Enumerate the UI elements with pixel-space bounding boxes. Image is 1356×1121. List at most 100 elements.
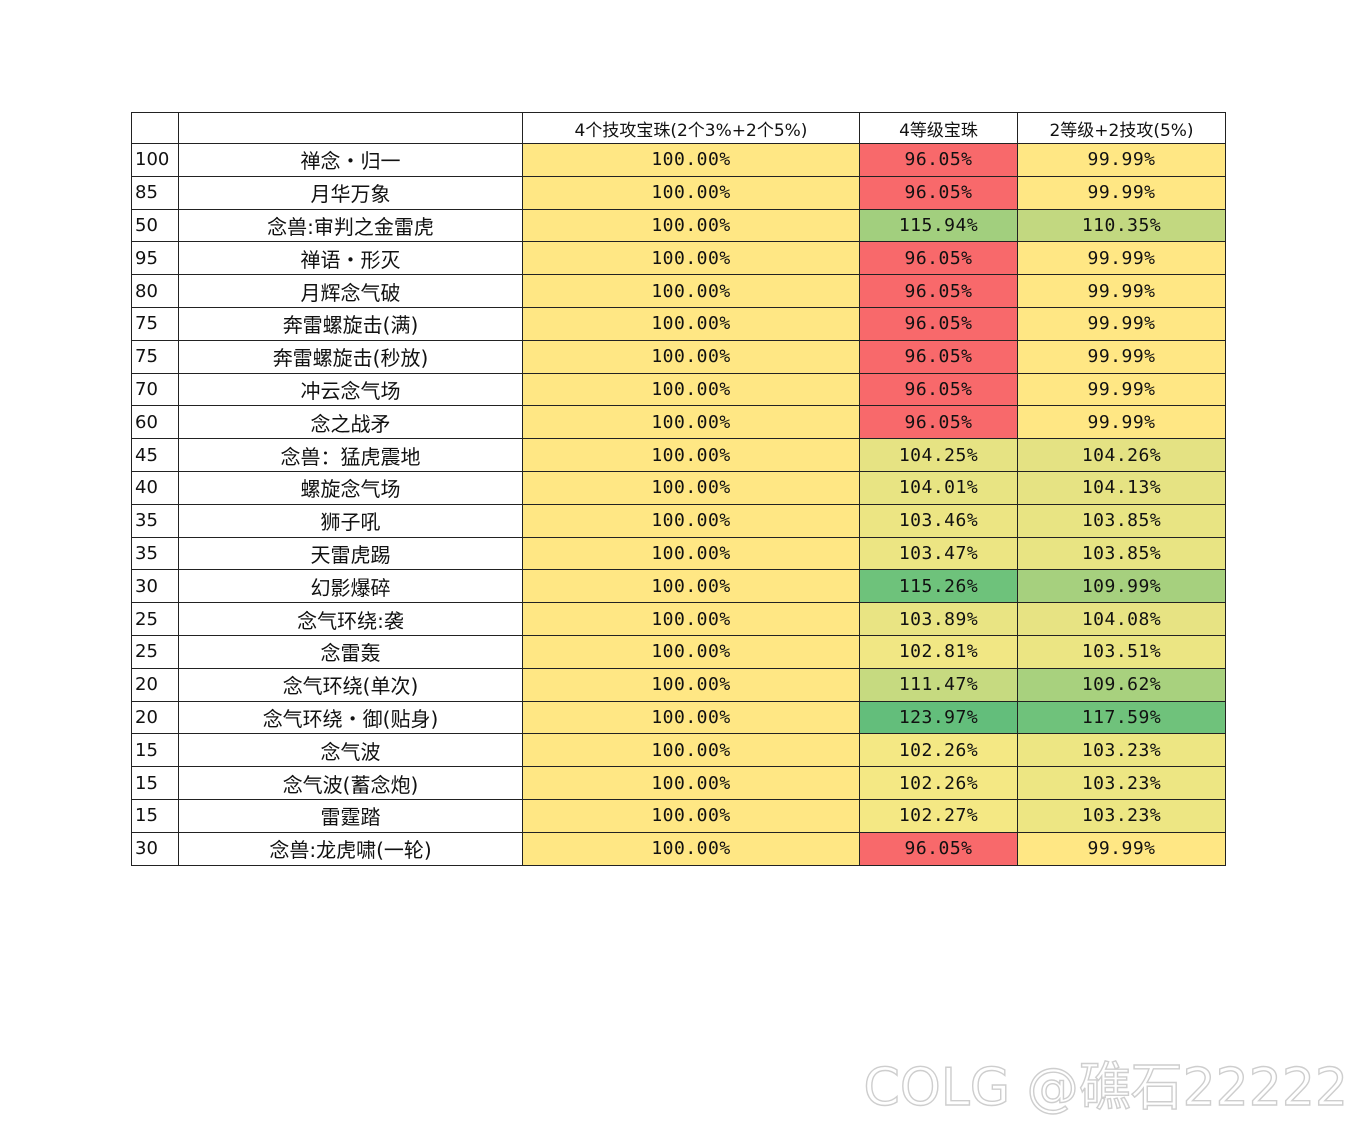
col2-percent-cell[interactable]: 96.05%	[859, 241, 1018, 276]
skill-name-cell[interactable]: 念兽：猛虎震地	[178, 438, 523, 472]
col1-percent-cell[interactable]: 100.00%	[522, 405, 860, 440]
level-cell[interactable]: 85	[131, 175, 179, 210]
col3-percent-cell[interactable]: 103.23%	[1017, 798, 1226, 833]
level-cell[interactable]: 35	[131, 503, 179, 538]
col2-percent-cell[interactable]: 96.05%	[859, 339, 1018, 374]
col2-percent-cell[interactable]: 103.89%	[859, 602, 1018, 636]
level-cell[interactable]: 20	[131, 667, 179, 702]
header-skill-cell[interactable]	[178, 112, 523, 144]
col3-percent-cell[interactable]: 99.99%	[1017, 143, 1226, 177]
level-cell[interactable]: 15	[131, 798, 179, 833]
col1-percent-cell[interactable]: 100.00%	[522, 831, 860, 866]
col2-percent-cell[interactable]: 96.05%	[859, 405, 1018, 440]
col2-percent-cell[interactable]: 96.05%	[859, 306, 1018, 341]
col1-percent-cell[interactable]: 100.00%	[522, 208, 860, 243]
level-cell[interactable]: 100	[131, 143, 179, 177]
skill-name-cell[interactable]: 念气环绕(单次)	[178, 667, 523, 702]
col2-percent-cell[interactable]: 123.97%	[859, 700, 1018, 735]
level-cell[interactable]: 95	[131, 241, 179, 276]
skill-name-cell[interactable]: 月华万象	[178, 175, 523, 210]
skill-name-cell[interactable]: 螺旋念气场	[178, 470, 523, 505]
header-col2-cell[interactable]: 4等级宝珠	[859, 112, 1018, 144]
col1-percent-cell[interactable]: 100.00%	[522, 143, 860, 177]
level-cell[interactable]: 15	[131, 766, 179, 800]
col1-percent-cell[interactable]: 100.00%	[522, 569, 860, 604]
level-cell[interactable]: 50	[131, 208, 179, 243]
level-cell[interactable]: 30	[131, 831, 179, 866]
col2-percent-cell[interactable]: 96.05%	[859, 274, 1018, 308]
level-cell[interactable]: 15	[131, 733, 179, 768]
col2-percent-cell[interactable]: 103.47%	[859, 536, 1018, 571]
skill-name-cell[interactable]: 月辉念气破	[178, 274, 523, 308]
col2-percent-cell[interactable]: 103.46%	[859, 503, 1018, 538]
col1-percent-cell[interactable]: 100.00%	[522, 667, 860, 702]
col3-percent-cell[interactable]: 99.99%	[1017, 405, 1226, 440]
col3-percent-cell[interactable]: 99.99%	[1017, 831, 1226, 866]
col1-percent-cell[interactable]: 100.00%	[522, 306, 860, 341]
col1-percent-cell[interactable]: 100.00%	[522, 602, 860, 636]
skill-name-cell[interactable]: 念气环绕・御(贴身)	[178, 700, 523, 735]
col3-percent-cell[interactable]: 99.99%	[1017, 241, 1226, 276]
col2-percent-cell[interactable]: 96.05%	[859, 831, 1018, 866]
level-cell[interactable]: 35	[131, 536, 179, 571]
col2-percent-cell[interactable]: 102.26%	[859, 733, 1018, 768]
col3-percent-cell[interactable]: 99.99%	[1017, 306, 1226, 341]
col1-percent-cell[interactable]: 100.00%	[522, 766, 860, 800]
level-cell[interactable]: 25	[131, 634, 179, 669]
col1-percent-cell[interactable]: 100.00%	[522, 700, 860, 735]
col2-percent-cell[interactable]: 115.26%	[859, 569, 1018, 604]
level-cell[interactable]: 25	[131, 602, 179, 636]
skill-name-cell[interactable]: 念兽:龙虎啸(一轮)	[178, 831, 523, 866]
level-cell[interactable]: 20	[131, 700, 179, 735]
header-col1-cell[interactable]: 4个技攻宝珠(2个3%+2个5%)	[522, 112, 860, 144]
skill-name-cell[interactable]: 冲云念气场	[178, 372, 523, 407]
col2-percent-cell[interactable]: 111.47%	[859, 667, 1018, 702]
col2-percent-cell[interactable]: 104.25%	[859, 438, 1018, 472]
skill-name-cell[interactable]: 念气波	[178, 733, 523, 768]
col1-percent-cell[interactable]: 100.00%	[522, 339, 860, 374]
level-cell[interactable]: 30	[131, 569, 179, 604]
col3-percent-cell[interactable]: 99.99%	[1017, 372, 1226, 407]
col1-percent-cell[interactable]: 100.00%	[522, 503, 860, 538]
skill-name-cell[interactable]: 天雷虎踢	[178, 536, 523, 571]
col1-percent-cell[interactable]: 100.00%	[522, 438, 860, 472]
col1-percent-cell[interactable]: 100.00%	[522, 175, 860, 210]
col3-percent-cell[interactable]: 117.59%	[1017, 700, 1226, 735]
col2-percent-cell[interactable]: 102.81%	[859, 634, 1018, 669]
skill-name-cell[interactable]: 奔雷螺旋击(秒放)	[178, 339, 523, 374]
col3-percent-cell[interactable]: 103.23%	[1017, 766, 1226, 800]
col1-percent-cell[interactable]: 100.00%	[522, 536, 860, 571]
level-cell[interactable]: 45	[131, 438, 179, 472]
col3-percent-cell[interactable]: 104.08%	[1017, 602, 1226, 636]
level-cell[interactable]: 40	[131, 470, 179, 505]
skill-name-cell[interactable]: 狮子吼	[178, 503, 523, 538]
col3-percent-cell[interactable]: 109.62%	[1017, 667, 1226, 702]
col1-percent-cell[interactable]: 100.00%	[522, 274, 860, 308]
col3-percent-cell[interactable]: 103.51%	[1017, 634, 1226, 669]
col2-percent-cell[interactable]: 115.94%	[859, 208, 1018, 243]
col1-percent-cell[interactable]: 100.00%	[522, 733, 860, 768]
skill-name-cell[interactable]: 禅念・归一	[178, 143, 523, 177]
skill-name-cell[interactable]: 幻影爆碎	[178, 569, 523, 604]
col1-percent-cell[interactable]: 100.00%	[522, 372, 860, 407]
col2-percent-cell[interactable]: 96.05%	[859, 175, 1018, 210]
skill-name-cell[interactable]: 念气环绕:袭	[178, 602, 523, 636]
skill-name-cell[interactable]: 雷霆踏	[178, 798, 523, 833]
col3-percent-cell[interactable]: 99.99%	[1017, 339, 1226, 374]
skill-name-cell[interactable]: 念雷轰	[178, 634, 523, 669]
skill-name-cell[interactable]: 奔雷螺旋击(满)	[178, 306, 523, 341]
skill-name-cell[interactable]: 念之战矛	[178, 405, 523, 440]
col3-percent-cell[interactable]: 109.99%	[1017, 569, 1226, 604]
col1-percent-cell[interactable]: 100.00%	[522, 470, 860, 505]
level-cell[interactable]: 70	[131, 372, 179, 407]
col3-percent-cell[interactable]: 103.23%	[1017, 733, 1226, 768]
col3-percent-cell[interactable]: 103.85%	[1017, 503, 1226, 538]
level-cell[interactable]: 75	[131, 339, 179, 374]
col2-percent-cell[interactable]: 96.05%	[859, 143, 1018, 177]
header-level-cell[interactable]	[131, 112, 179, 144]
col1-percent-cell[interactable]: 100.00%	[522, 241, 860, 276]
col3-percent-cell[interactable]: 99.99%	[1017, 175, 1226, 210]
col1-percent-cell[interactable]: 100.00%	[522, 798, 860, 833]
col2-percent-cell[interactable]: 104.01%	[859, 470, 1018, 505]
skill-name-cell[interactable]: 念兽:审判之金雷虎	[178, 208, 523, 243]
